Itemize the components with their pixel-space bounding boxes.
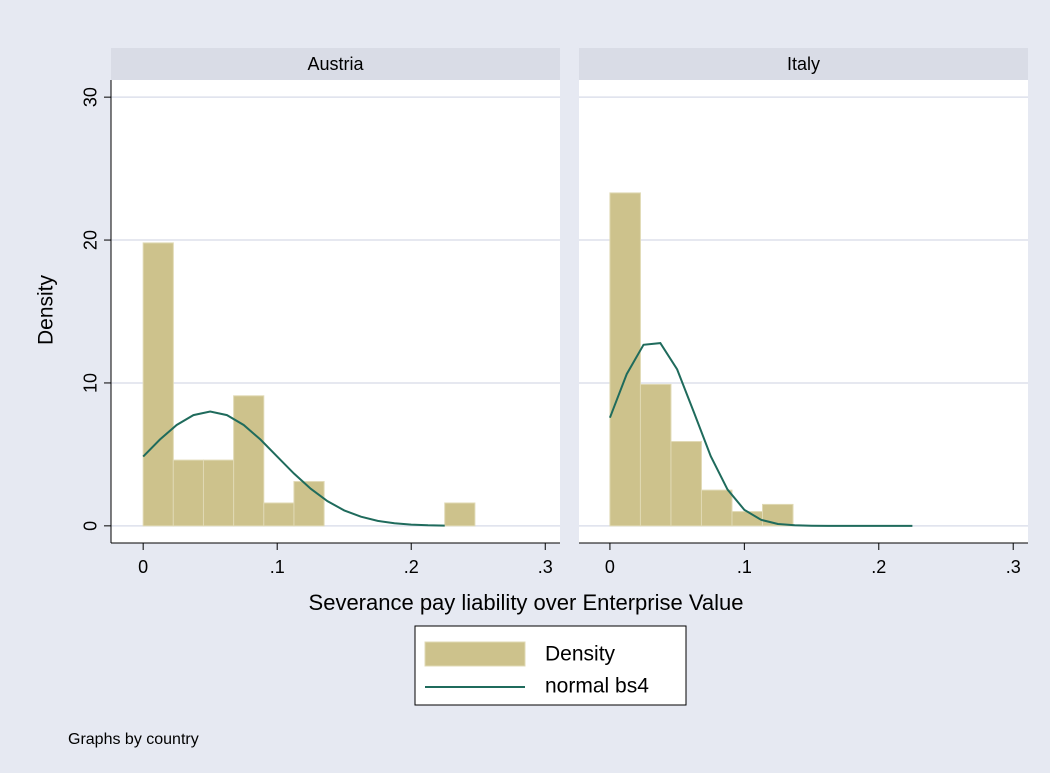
panel-header [111,48,560,80]
bar [233,395,265,527]
y-tick-label: 30 [81,87,101,107]
y-tick-label: 10 [81,373,101,393]
x-tick-label: .1 [737,557,752,577]
x-tick-label: 0 [138,557,148,577]
y-tick-label: 20 [81,230,101,250]
normal-curve [142,410,445,527]
bar [172,459,204,527]
bar [293,481,325,527]
legend-label: normal bs4 [545,675,649,698]
x-tick-label: 0 [605,557,615,577]
bar [202,459,235,527]
x-axis-title: Severance pay liability over Enterprise … [309,590,744,615]
legend-swatch [424,641,526,667]
normal-curve [608,342,913,527]
x-tick-label: .3 [1006,557,1021,577]
x-tick-label: .2 [404,557,419,577]
panel-title: Austria [307,54,364,74]
bar [142,242,174,527]
bar [263,502,295,527]
legend-label: Density [545,643,616,666]
note: Graphs by country [68,731,199,748]
y-tick-label: 0 [81,521,101,531]
y-axis-title: Density [35,274,58,345]
x-tick-label: .2 [871,557,886,577]
bar [670,441,702,527]
x-tick-label: .1 [270,557,285,577]
bar [444,502,476,527]
bar [761,503,794,527]
bar [700,489,733,527]
bar [639,383,672,527]
x-tick-label: .3 [538,557,553,577]
panel-header [579,48,1028,80]
panel-title: Italy [787,54,820,74]
